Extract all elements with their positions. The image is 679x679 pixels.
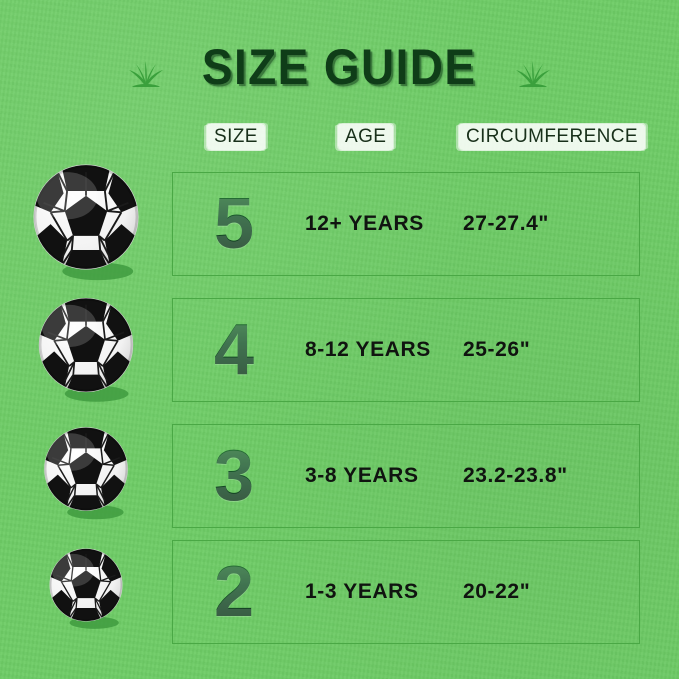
age-value: 8-12 YEARS bbox=[305, 338, 431, 361]
size-value: 4 bbox=[191, 314, 277, 386]
column-header-circumference: CIRCUMFERENCE bbox=[459, 124, 645, 150]
table-row: 4 8-12 YEARS 25-26" bbox=[172, 298, 640, 402]
soccer-ball-illustration bbox=[0, 538, 172, 642]
column-header-age: AGE bbox=[338, 124, 394, 150]
circumference-value: 20-22" bbox=[463, 580, 531, 603]
soccer-ball-icon bbox=[44, 427, 128, 520]
circumference-value: 23.2-23.8" bbox=[463, 464, 568, 487]
soccer-ball-illustration bbox=[0, 292, 172, 410]
column-headers: SIZE AGE CIRCUMFERENCE bbox=[0, 124, 679, 152]
grass-tuft-icon bbox=[129, 61, 164, 87]
age-value: 1-3 YEARS bbox=[305, 580, 419, 603]
grass-tuft-icon bbox=[515, 61, 550, 87]
age-value: 3-8 YEARS bbox=[305, 464, 419, 487]
soccer-ball-icon bbox=[33, 164, 139, 281]
table-row: 2 1-3 YEARS 20-22" bbox=[172, 540, 640, 644]
table-row: 5 12+ YEARS 27-27.4" bbox=[172, 172, 640, 276]
size-value: 2 bbox=[191, 556, 277, 628]
column-header-size: SIZE bbox=[207, 124, 265, 150]
title-row: SIZE GUIDE bbox=[0, 36, 679, 98]
age-value: 12+ YEARS bbox=[305, 212, 424, 235]
soccer-ball-icon bbox=[38, 297, 134, 402]
size-value: 3 bbox=[191, 440, 277, 512]
soccer-ball-illustration bbox=[0, 420, 172, 530]
circumference-value: 25-26" bbox=[463, 338, 531, 361]
page-title: SIZE GUIDE bbox=[202, 39, 477, 95]
circumference-value: 27-27.4" bbox=[463, 212, 549, 235]
size-value: 5 bbox=[191, 188, 277, 260]
soccer-ball-illustration bbox=[0, 160, 172, 288]
soccer-ball-icon bbox=[49, 548, 123, 629]
table-row: 3 3-8 YEARS 23.2-23.8" bbox=[172, 424, 640, 528]
